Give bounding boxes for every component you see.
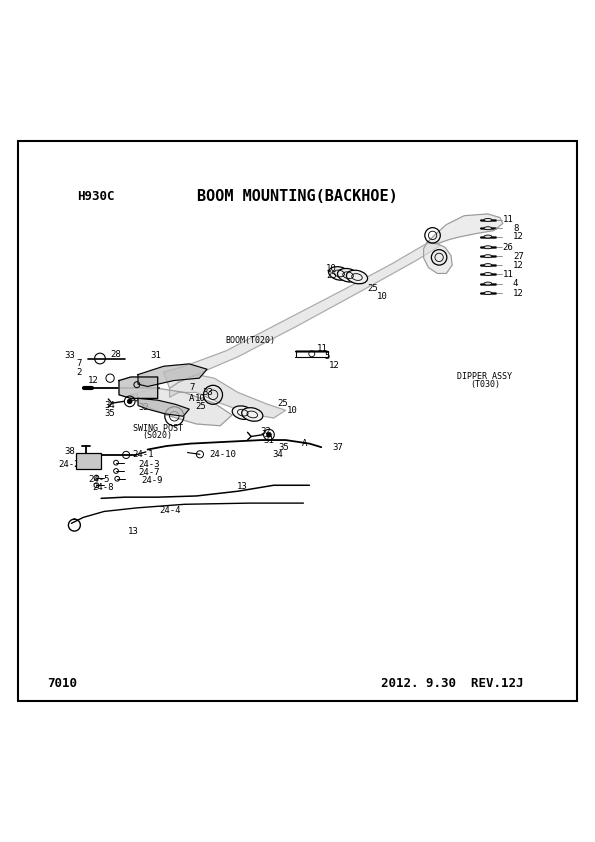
Text: H930C: H930C	[77, 189, 115, 203]
Text: 11: 11	[317, 344, 327, 353]
Text: A: A	[302, 440, 308, 448]
Text: 33: 33	[64, 351, 75, 360]
Ellipse shape	[484, 226, 491, 230]
Ellipse shape	[242, 408, 263, 421]
Ellipse shape	[484, 254, 491, 258]
Text: 25: 25	[326, 271, 337, 280]
Text: 12: 12	[513, 232, 524, 241]
Text: 10: 10	[287, 406, 298, 415]
Text: BOOM MOUNTING(BACKHOE): BOOM MOUNTING(BACKHOE)	[197, 189, 398, 204]
Text: 10: 10	[326, 264, 337, 273]
Polygon shape	[131, 388, 232, 426]
Text: 12: 12	[513, 261, 524, 269]
Text: 2012. 9.30  REV.12J: 2012. 9.30 REV.12J	[381, 678, 524, 690]
Text: 34: 34	[273, 450, 283, 459]
Text: 13: 13	[128, 526, 139, 536]
Ellipse shape	[484, 264, 491, 267]
Text: 24-1: 24-1	[132, 450, 154, 460]
Ellipse shape	[484, 273, 491, 275]
Text: 31: 31	[264, 435, 274, 445]
Ellipse shape	[484, 218, 491, 221]
Text: 7: 7	[189, 383, 195, 392]
Text: 35: 35	[278, 443, 289, 451]
Text: 7010: 7010	[48, 678, 77, 690]
Polygon shape	[138, 398, 189, 416]
Polygon shape	[170, 375, 286, 418]
Ellipse shape	[346, 270, 368, 284]
Bar	[76, 453, 101, 469]
Ellipse shape	[484, 246, 491, 248]
Polygon shape	[424, 242, 452, 274]
Text: 24-4: 24-4	[159, 506, 181, 514]
Ellipse shape	[484, 235, 491, 238]
Text: 25: 25	[195, 402, 206, 411]
Ellipse shape	[328, 267, 350, 280]
Text: 25: 25	[368, 285, 378, 293]
Ellipse shape	[484, 291, 491, 295]
Ellipse shape	[484, 282, 491, 285]
Text: 38: 38	[64, 447, 75, 456]
Text: SWING POST: SWING POST	[133, 424, 183, 433]
Text: 36: 36	[136, 381, 146, 389]
Text: 24-2: 24-2	[58, 460, 80, 469]
Ellipse shape	[337, 269, 359, 282]
Text: 24-9: 24-9	[142, 476, 163, 485]
Text: 37: 37	[332, 443, 343, 452]
Text: 33: 33	[202, 388, 213, 397]
Circle shape	[127, 399, 132, 404]
Text: 34: 34	[104, 401, 115, 410]
Polygon shape	[427, 214, 503, 243]
Text: 24-5: 24-5	[88, 475, 109, 484]
Text: 24-8: 24-8	[92, 483, 114, 492]
Text: 11: 11	[503, 216, 513, 224]
Text: 10: 10	[377, 292, 388, 301]
Text: 12: 12	[513, 289, 524, 297]
Text: 32: 32	[261, 427, 271, 436]
Text: 24-10: 24-10	[209, 450, 236, 460]
Text: 7: 7	[76, 360, 82, 369]
Text: 31: 31	[150, 351, 161, 360]
Text: 2: 2	[76, 368, 82, 376]
Text: 8: 8	[513, 224, 518, 232]
Text: 13: 13	[237, 482, 248, 491]
Polygon shape	[164, 242, 440, 388]
Text: 5: 5	[324, 352, 330, 361]
Ellipse shape	[232, 406, 253, 419]
Text: BOOM(T020): BOOM(T020)	[225, 336, 275, 345]
Text: 27: 27	[513, 252, 524, 261]
Text: 11: 11	[503, 269, 513, 279]
Text: 12: 12	[328, 361, 339, 370]
Circle shape	[267, 432, 271, 437]
Text: (S020): (S020)	[143, 431, 173, 440]
Text: 4: 4	[513, 279, 518, 288]
Text: 10: 10	[195, 395, 206, 403]
Text: A: A	[189, 394, 195, 402]
Text: DIPPER ASSY: DIPPER ASSY	[458, 372, 512, 381]
Text: 28: 28	[110, 350, 121, 359]
Text: (T030): (T030)	[470, 380, 500, 389]
Text: 24-7: 24-7	[138, 468, 159, 477]
Text: 32: 32	[138, 402, 149, 412]
Text: 26: 26	[503, 242, 513, 252]
Text: 25: 25	[277, 398, 288, 408]
Polygon shape	[138, 364, 207, 386]
Text: 24-3: 24-3	[138, 460, 159, 469]
Text: 35: 35	[104, 408, 115, 418]
Text: 31: 31	[130, 395, 140, 403]
Text: 12: 12	[88, 376, 99, 385]
Polygon shape	[119, 377, 158, 398]
